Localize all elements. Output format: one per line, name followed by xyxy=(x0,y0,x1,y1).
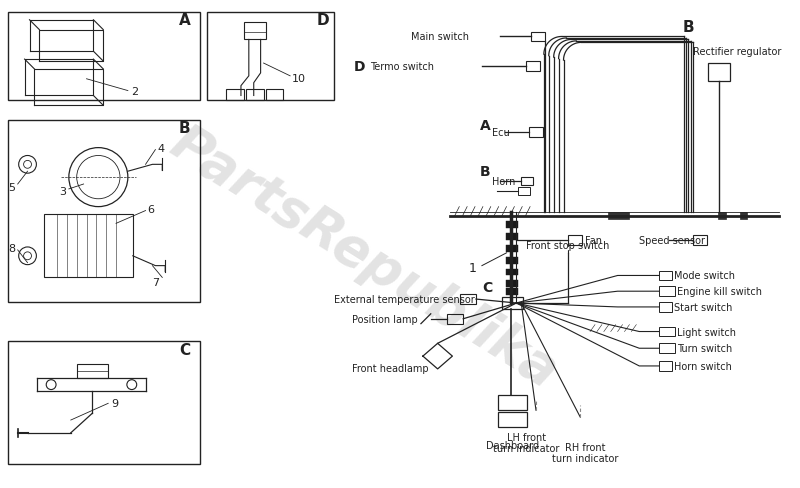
Bar xyxy=(659,361,672,371)
Bar xyxy=(206,13,334,101)
Bar xyxy=(506,269,518,276)
Text: Termo switch: Termo switch xyxy=(370,62,434,72)
Text: 9: 9 xyxy=(111,399,118,408)
Bar xyxy=(522,178,533,185)
Text: Front headlamp: Front headlamp xyxy=(352,363,429,373)
Text: Light switch: Light switch xyxy=(677,327,736,337)
Text: Engine kill switch: Engine kill switch xyxy=(677,286,762,297)
Bar xyxy=(498,396,527,410)
Text: 7: 7 xyxy=(153,278,159,288)
Bar xyxy=(718,212,726,220)
Text: Turn switch: Turn switch xyxy=(677,344,732,353)
Bar xyxy=(659,271,672,281)
Text: 6: 6 xyxy=(147,204,154,214)
Bar xyxy=(531,33,545,42)
Text: A: A xyxy=(480,119,490,133)
Text: Front stop switch: Front stop switch xyxy=(526,241,610,250)
Text: 4: 4 xyxy=(158,143,165,153)
Bar xyxy=(266,89,283,101)
Bar xyxy=(502,298,523,309)
Text: Speed sensor: Speed sensor xyxy=(639,236,706,245)
Bar xyxy=(659,344,674,353)
Text: Main switch: Main switch xyxy=(411,32,469,42)
Text: 10: 10 xyxy=(292,74,306,83)
Text: B: B xyxy=(682,20,694,35)
Text: C: C xyxy=(482,281,492,295)
Bar xyxy=(447,314,463,324)
Text: Dashboard: Dashboard xyxy=(486,440,539,450)
Bar xyxy=(569,236,582,245)
Text: Position lamp: Position lamp xyxy=(352,314,418,324)
Bar xyxy=(506,245,518,252)
Text: Rectifier regulator: Rectifier regulator xyxy=(694,47,782,57)
Bar xyxy=(44,214,133,278)
Bar xyxy=(226,89,244,101)
Text: LH front
turn indicator: LH front turn indicator xyxy=(493,432,559,453)
Text: External temperature sensor: External temperature sensor xyxy=(334,294,475,305)
Text: 1: 1 xyxy=(469,262,477,275)
Bar xyxy=(659,327,674,337)
Bar xyxy=(694,236,707,245)
Bar xyxy=(460,295,476,305)
Text: Ecu: Ecu xyxy=(492,128,510,138)
Text: 2: 2 xyxy=(131,86,138,96)
Bar xyxy=(506,281,518,287)
Bar xyxy=(246,89,263,101)
Bar xyxy=(498,412,527,427)
Text: 3: 3 xyxy=(59,186,66,197)
Text: D: D xyxy=(316,13,329,28)
Text: D: D xyxy=(354,60,366,74)
Bar xyxy=(526,62,540,72)
Text: Start switch: Start switch xyxy=(674,302,732,312)
Bar xyxy=(506,222,518,229)
Text: PartsRepublika: PartsRepublika xyxy=(161,118,567,399)
Bar xyxy=(529,128,543,138)
Bar xyxy=(608,212,630,220)
Bar xyxy=(739,212,747,220)
Text: Horn: Horn xyxy=(492,177,515,187)
Bar xyxy=(77,364,108,378)
Text: B: B xyxy=(480,165,490,179)
Bar xyxy=(8,13,200,101)
Text: Fan: Fan xyxy=(585,236,602,245)
Bar xyxy=(244,22,266,41)
Bar xyxy=(506,257,518,264)
Bar xyxy=(518,187,530,195)
Text: 5: 5 xyxy=(8,183,15,193)
Text: B: B xyxy=(179,121,190,136)
Bar xyxy=(708,64,730,81)
Text: Horn switch: Horn switch xyxy=(674,361,731,371)
Bar xyxy=(8,121,200,303)
Bar xyxy=(506,234,518,241)
Text: RH front
turn indicator: RH front turn indicator xyxy=(552,442,618,463)
Text: C: C xyxy=(179,342,190,357)
Text: Mode switch: Mode switch xyxy=(674,271,734,281)
Text: 8: 8 xyxy=(8,244,15,253)
Bar xyxy=(506,289,518,296)
Text: A: A xyxy=(179,13,190,28)
Bar xyxy=(8,342,200,465)
Bar xyxy=(659,286,674,297)
Bar xyxy=(659,303,672,312)
